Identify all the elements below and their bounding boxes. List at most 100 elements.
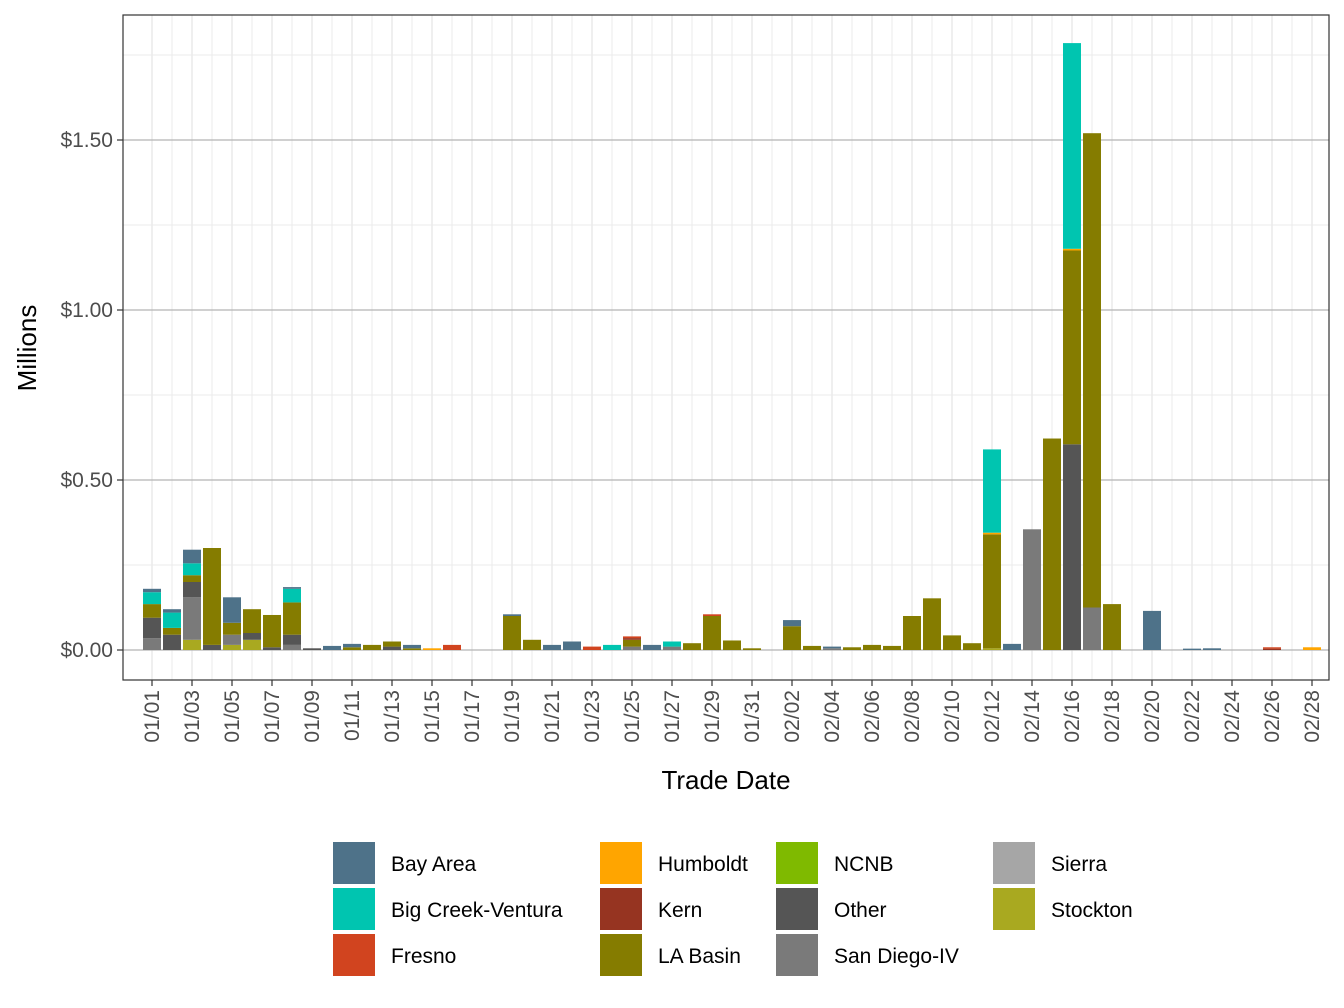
bar-segment: [1083, 133, 1101, 608]
legend-key: [776, 934, 818, 976]
x-tick-label: 01/17: [461, 690, 484, 743]
bar-segment: [183, 575, 201, 582]
bar-segment: [643, 644, 661, 650]
bar-segment: [303, 648, 321, 650]
bar-segment: [623, 646, 641, 650]
bar-segment: [163, 634, 181, 650]
bar-segment: [923, 598, 941, 650]
plot-panel-background: [123, 15, 1329, 680]
bar-segment: [703, 614, 721, 616]
bar-segment: [943, 635, 961, 650]
bar-segment: [623, 636, 641, 639]
bar-segment: [143, 592, 161, 605]
legend-key: [600, 888, 642, 930]
x-tick-label: 01/19: [501, 690, 524, 743]
bar-segment: [783, 626, 801, 650]
y-tick-label: $1.00: [60, 299, 113, 322]
x-tick-label: 01/09: [301, 690, 324, 743]
bar-segment: [783, 620, 801, 627]
bar-segment: [243, 609, 261, 633]
x-tick-label: 01/29: [701, 690, 724, 743]
x-tick-label: 02/06: [861, 690, 884, 743]
bar-segment: [323, 645, 341, 650]
x-tick-label: 01/03: [181, 690, 204, 743]
bar-segment: [983, 648, 1001, 650]
x-tick-label: 01/11: [341, 690, 364, 741]
bar-segment: [183, 549, 201, 564]
bar-segment: [143, 588, 161, 593]
x-tick-label: 02/20: [1141, 690, 1164, 743]
bar-segment: [1203, 648, 1221, 650]
bar-segment: [823, 646, 841, 649]
bar-segment: [223, 597, 241, 623]
bar-segment: [143, 638, 161, 650]
x-tick-label: 01/01: [141, 690, 164, 743]
x-tick-label: 02/28: [1301, 690, 1324, 743]
bar-segment: [383, 641, 401, 647]
legend-label: LA Basin: [658, 945, 741, 968]
bars: [143, 43, 1321, 650]
legend: Bay Area Big Creek-Ventura Fresno Humboldt K…: [333, 842, 1133, 976]
bar-segment: [1303, 647, 1321, 650]
bar-segment: [983, 534, 1001, 649]
x-tick-label: 01/07: [261, 690, 284, 743]
bar-segment: [443, 644, 461, 650]
bar-segment: [163, 609, 181, 613]
bar-segment: [163, 612, 181, 628]
legend-label: Sierra: [1051, 853, 1107, 876]
bar-segment: [203, 548, 221, 645]
bar-segment: [363, 644, 381, 650]
bar-segment: [203, 644, 221, 650]
plot-panel-border: [122, 14, 1330, 681]
legend-key: [600, 842, 642, 884]
bar-segment: [1023, 529, 1041, 650]
bar-segment: [283, 644, 301, 650]
bar-segment: [283, 587, 301, 589]
x-tick-label: 01/05: [221, 690, 244, 743]
x-tick-label: 01/31: [741, 690, 764, 743]
bar-segment: [1263, 647, 1281, 649]
x-tick-label: 01/27: [661, 690, 684, 743]
legend-label: Stockton: [1051, 899, 1133, 922]
legend-key: [333, 842, 375, 884]
bar-segment: [423, 648, 441, 650]
bar-segment: [183, 582, 201, 598]
bar-segment: [1183, 648, 1201, 650]
x-tick-label: 01/23: [581, 690, 604, 743]
bar-segment: [283, 634, 301, 645]
x-tick-label: 02/08: [901, 690, 924, 743]
bar-segment: [623, 639, 641, 647]
x-tick-label: 02/24: [1221, 690, 1244, 743]
x-tick-label: 01/21: [541, 690, 564, 743]
legend-key: [776, 888, 818, 930]
legend-label: Big Creek-Ventura: [391, 899, 563, 922]
bar-segment: [1083, 607, 1101, 650]
bar-segment: [543, 644, 561, 650]
x-tick-label: 02/14: [1021, 690, 1044, 743]
bar-segment: [1263, 648, 1281, 650]
bar-segment: [223, 644, 241, 650]
bar-segment: [263, 614, 281, 648]
x-axis: 01/01 01/03 01/05 01/07 01/09 01/11 01/13 01/15…: [141, 680, 1324, 743]
bar-segment: [663, 646, 681, 650]
bar-segment: [223, 634, 241, 645]
y-tick-label: $1.50: [60, 129, 113, 152]
x-tick-label: 02/04: [821, 690, 844, 743]
x-axis-title: Trade Date: [661, 765, 790, 795]
legend-key: [600, 934, 642, 976]
bar-segment: [1063, 250, 1081, 445]
bar-segment: [1063, 444, 1081, 650]
bar-segment: [983, 449, 1001, 533]
bar-segment: [343, 647, 361, 650]
legend-label: Kern: [658, 899, 702, 922]
bar-segment: [863, 644, 881, 650]
bar-segment: [223, 622, 241, 635]
bar-segment: [663, 641, 681, 647]
bar-segment: [283, 588, 301, 603]
bar-segment: [523, 639, 541, 650]
legend-label: Other: [834, 899, 887, 922]
bar-segment: [883, 645, 901, 650]
bar-segment: [1143, 610, 1161, 650]
